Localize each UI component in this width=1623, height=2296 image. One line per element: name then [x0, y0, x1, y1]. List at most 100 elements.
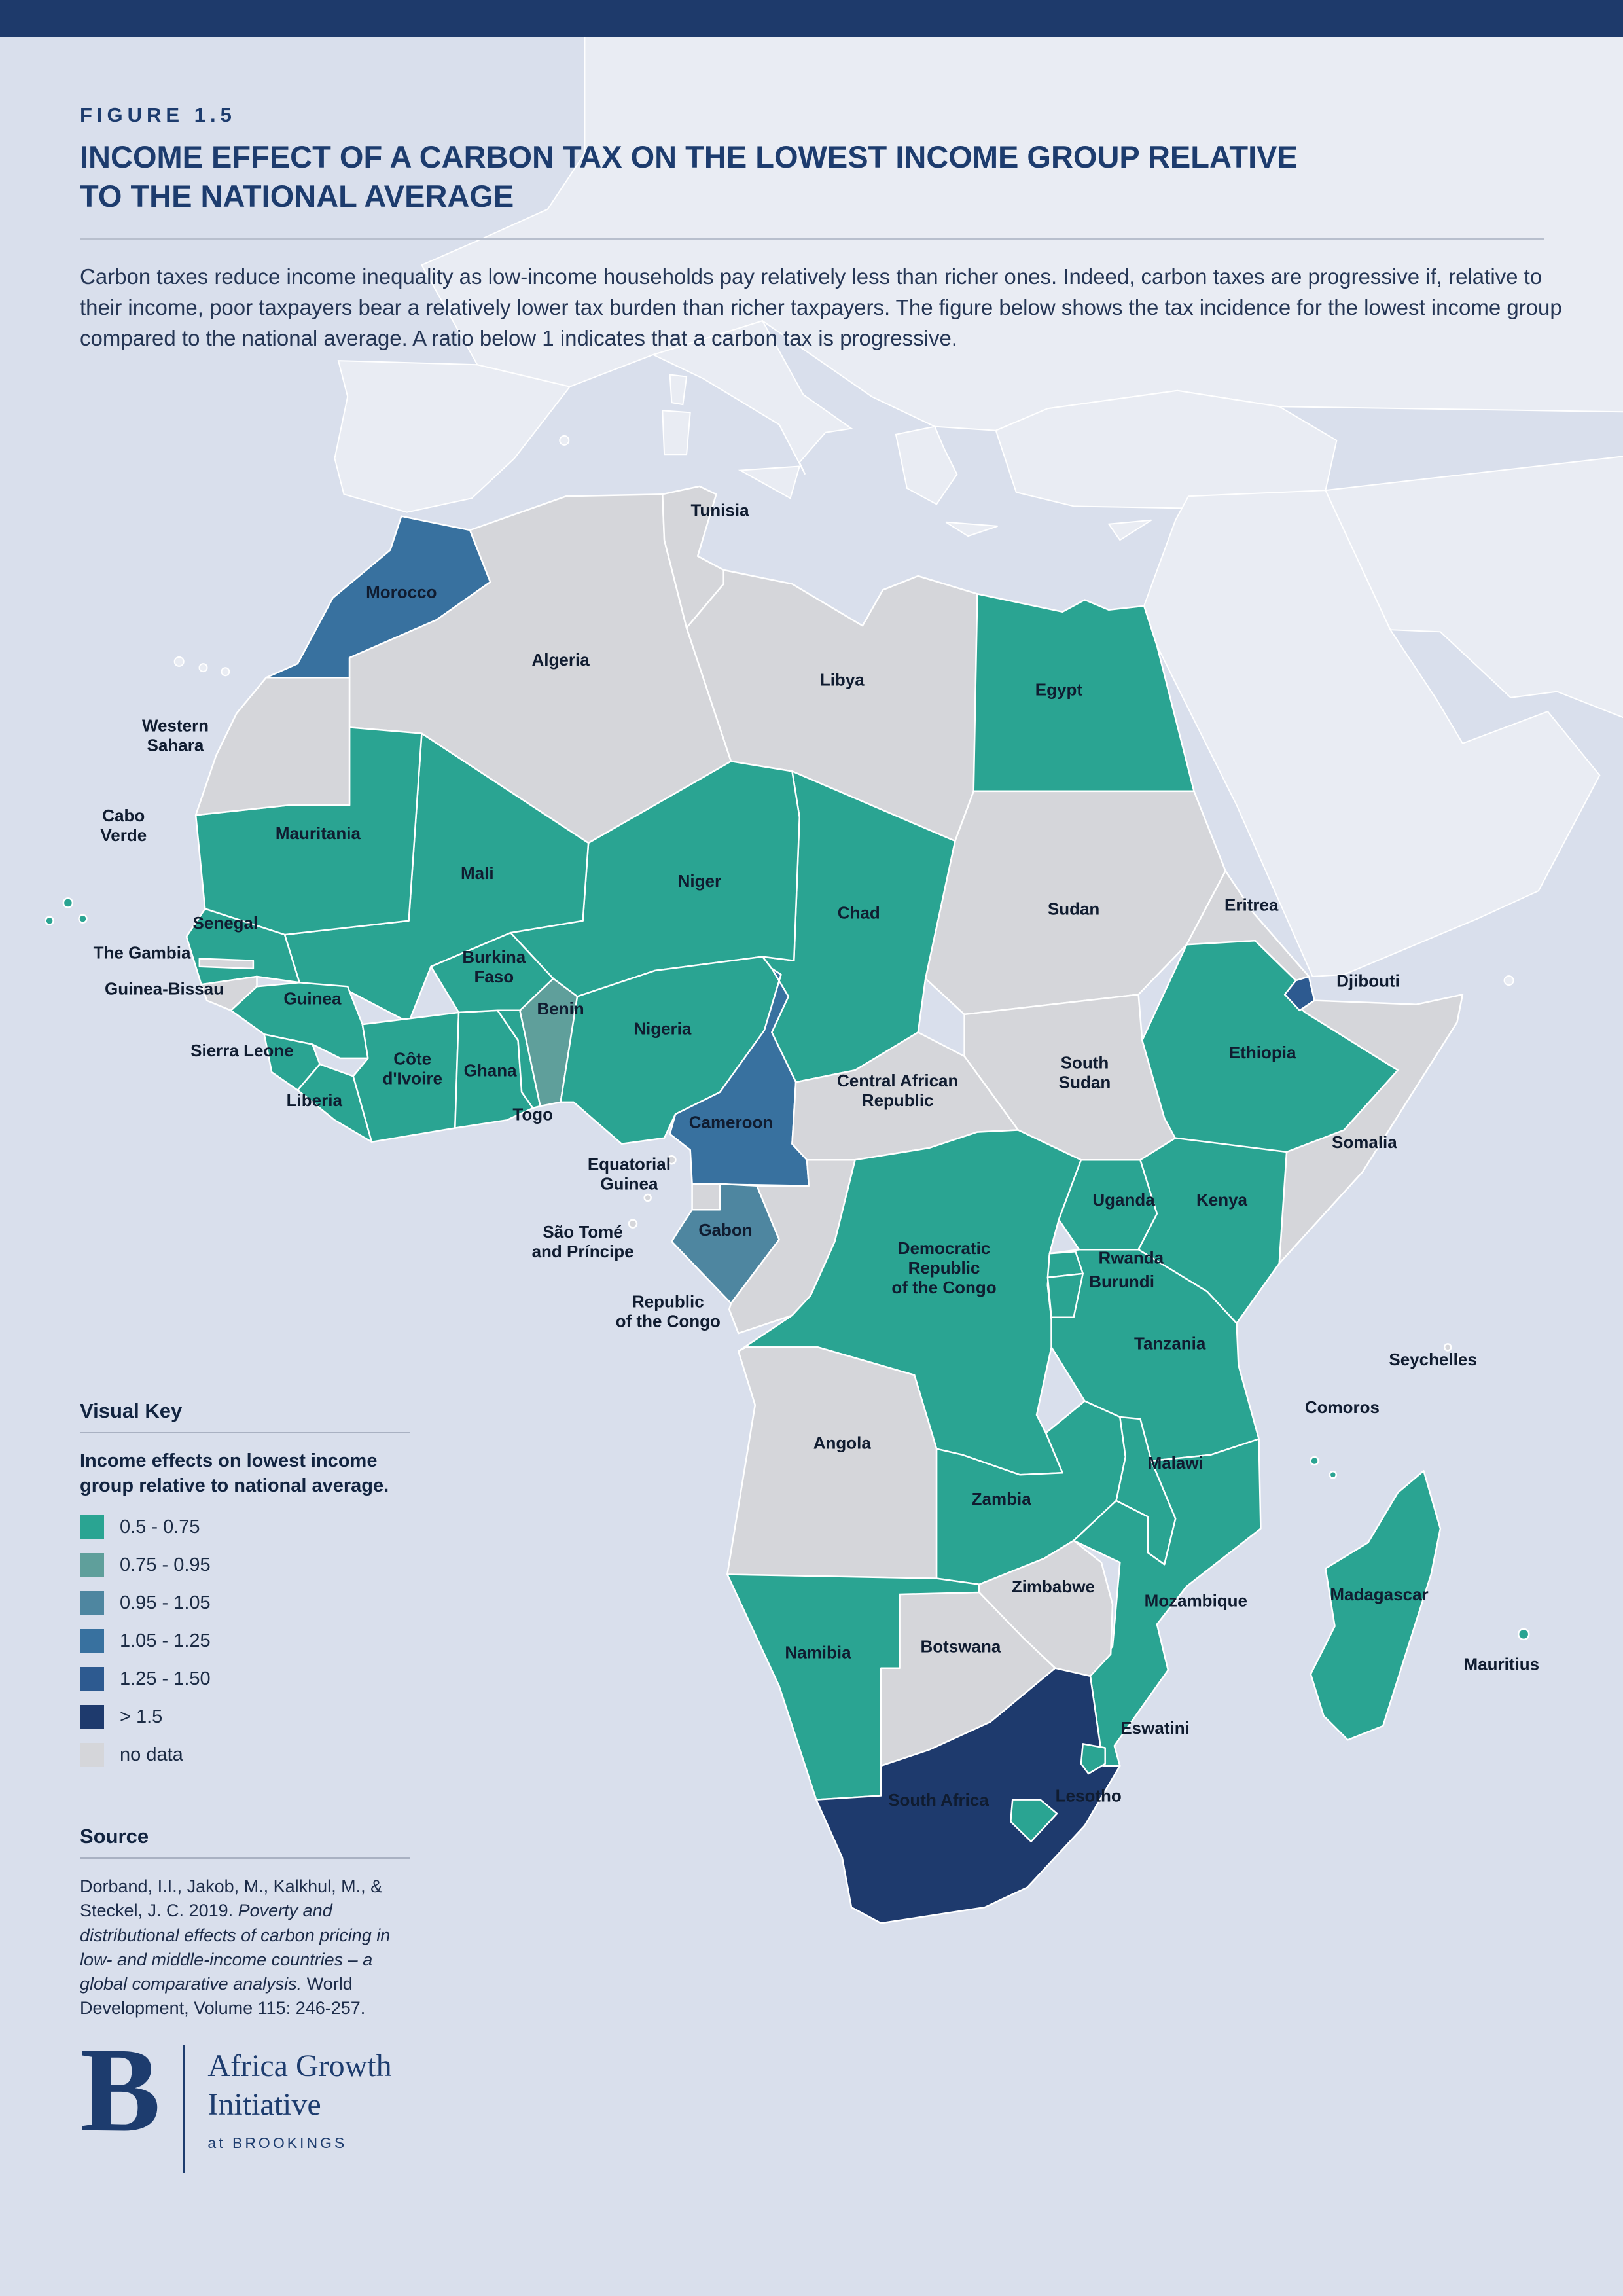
logo-line1: Africa Growth	[207, 2049, 392, 2083]
country-burkina-faso	[430, 931, 554, 1014]
country-label-mali: Mali	[461, 863, 494, 883]
legend-label: 0.75 - 0.95	[120, 1554, 211, 1576]
country-label-libya: Libya	[820, 670, 865, 690]
country-label-sudan: Sudan	[1048, 899, 1099, 919]
legend-swatch	[80, 1705, 104, 1730]
country-label-seychelles: Seychelles	[1389, 1350, 1476, 1369]
country-label-guinea: Guinea	[283, 989, 342, 1009]
country-label-algeria: Algeria	[532, 650, 590, 670]
background-island	[198, 663, 208, 673]
country-lesotho	[1010, 1799, 1058, 1842]
figure-title-line2: TO THE NATIONAL AVERAGE	[80, 179, 514, 213]
legend-item: no data	[80, 1743, 446, 1768]
country-comoros	[1329, 1471, 1338, 1479]
country-label-liberia: Liberia	[287, 1090, 343, 1110]
country-label-eritrea: Eritrea	[1224, 895, 1279, 915]
legend-label: 1.25 - 1.50	[120, 1668, 211, 1690]
country-seychelles	[1443, 1343, 1452, 1352]
country-equatorial-guinea	[667, 1155, 677, 1165]
country-label-lesotho: Lesotho	[1056, 1786, 1122, 1806]
country-label-malawi: Malawi	[1148, 1453, 1204, 1473]
country-label-western-sahara: Western Sahara	[142, 716, 209, 755]
country-label-zimbabwe: Zimbabwe	[1012, 1577, 1095, 1596]
country-angola	[726, 1346, 938, 1579]
country-label-nigeria: Nigeria	[633, 1018, 692, 1038]
legend-swatch	[80, 1515, 104, 1540]
legend-label: 0.5 - 0.75	[120, 1516, 200, 1538]
country-label-burundi: Burundi	[1089, 1272, 1154, 1291]
country-label-republic-of-the-congo: Republic of the Congo	[616, 1292, 721, 1331]
background-landmass	[738, 465, 801, 499]
background-landmass	[995, 389, 1338, 509]
country-s-o-tom-and-pr-ncipe	[628, 1219, 638, 1229]
background-landmass	[651, 320, 853, 475]
country-eswatini	[1080, 1743, 1106, 1775]
logo-divider	[183, 2045, 186, 2173]
country-equatorial-guinea	[691, 1183, 721, 1211]
legend-item: 0.95 - 1.05	[80, 1591, 446, 1616]
background-landmass	[945, 521, 998, 537]
country-morocco	[265, 515, 491, 679]
figure-description: Carbon taxes reduce income inequality as…	[80, 264, 1562, 350]
brookings-logo-letter: B	[80, 2023, 161, 2157]
logo-line3: at BROOKINGS	[207, 2134, 348, 2152]
visual-key-subheading: Income effects on lowest income group re…	[80, 1450, 389, 1496]
country-label-benin: Benin	[537, 999, 584, 1018]
source-citation: Dorband, I.I., Jakob, M., Kalkhul, M., &…	[80, 1874, 401, 2021]
country-label-botswana: Botswana	[920, 1636, 1001, 1656]
background-island	[221, 667, 230, 677]
country-label-tunisia: Tunisia	[690, 501, 749, 520]
brookings-logo: B Africa Growth Initiative at BROOKINGS	[80, 2023, 392, 2173]
legend-item: 0.5 - 0.75	[80, 1515, 446, 1540]
country-label-gabon: Gabon	[698, 1220, 752, 1240]
country-label-s-o-tom-and-pr-ncipe: São Tomé and Príncipe	[532, 1222, 634, 1261]
legend-label: > 1.5	[120, 1706, 163, 1728]
country-label-angola: Angola	[813, 1433, 872, 1453]
country-label-democratic-republic-of-the-congo: Democratic Republic of the Congo	[891, 1238, 996, 1297]
country-label-guinea-bissau: Guinea-Bissau	[105, 979, 224, 999]
background-island	[559, 435, 570, 446]
country-label-cabo-verde: Cabo Verde	[100, 806, 147, 845]
background-landmass	[1143, 490, 1601, 978]
country-label-djibouti: Djibouti	[1336, 971, 1400, 990]
background-landmass	[895, 425, 958, 505]
country-seychelles	[1457, 1355, 1465, 1363]
legend-label: 1.05 - 1.25	[120, 1630, 211, 1652]
country-labels-layer: Algeria Tunisia Libya Egypt Sudan South Sudan E…	[94, 501, 1539, 1810]
country-namibia	[726, 1573, 980, 1801]
legend-item: 1.05 - 1.25	[80, 1629, 446, 1654]
figure-title-line1: INCOME EFFECT OF A CARBON TAX ON THE LOW…	[80, 139, 1298, 174]
legend-label: 0.95 - 1.05	[120, 1592, 211, 1614]
legend-item: > 1.5	[80, 1705, 446, 1730]
country-label-mozambique: Mozambique	[1145, 1590, 1247, 1610]
country-label-sierra-leone: Sierra Leone	[190, 1041, 294, 1060]
country-label-morocco: Morocco	[366, 583, 437, 602]
country-label-cameroon: Cameroon	[689, 1113, 774, 1132]
country-label-togo: Togo	[512, 1104, 553, 1124]
country-cabo-verde	[45, 916, 54, 926]
background-landmasses	[173, 0, 1623, 986]
country-label-mauritius: Mauritius	[1464, 1655, 1540, 1674]
legend-item: 0.75 - 0.95	[80, 1553, 446, 1578]
figure-number: FIGURE 1.5	[80, 103, 236, 126]
visual-key-heading: Visual Key	[80, 1399, 410, 1433]
country-cabo-verde	[62, 897, 74, 908]
country-label-south-sudan: South Sudan	[1059, 1052, 1111, 1092]
country-label-equatorial-guinea: Equatorial Guinea	[588, 1155, 671, 1194]
source-citation-title: Poverty and distributional effects of ca…	[80, 1901, 391, 1994]
country-label-egypt: Egypt	[1035, 680, 1083, 700]
country-mauritius	[1517, 1628, 1530, 1641]
country-label-eswatini: Eswatini	[1120, 1718, 1189, 1738]
country-label-madagascar: Madagascar	[1330, 1585, 1428, 1604]
source-panel: Source Dorband, I.I., Jakob, M., Kalkhul…	[80, 1825, 410, 2021]
country-label-the-gambia: The Gambia	[94, 943, 191, 963]
legend-swatch	[80, 1591, 104, 1616]
country-label-burkina-faso: Burkina Faso	[462, 947, 526, 986]
legend-swatch	[80, 1629, 104, 1654]
country-label-central-african-republic: Central African Republic	[837, 1071, 958, 1110]
country-label-zambia: Zambia	[972, 1489, 1032, 1509]
country-label-uganda: Uganda	[1092, 1190, 1155, 1210]
country-label-mauritania: Mauritania	[276, 823, 361, 843]
